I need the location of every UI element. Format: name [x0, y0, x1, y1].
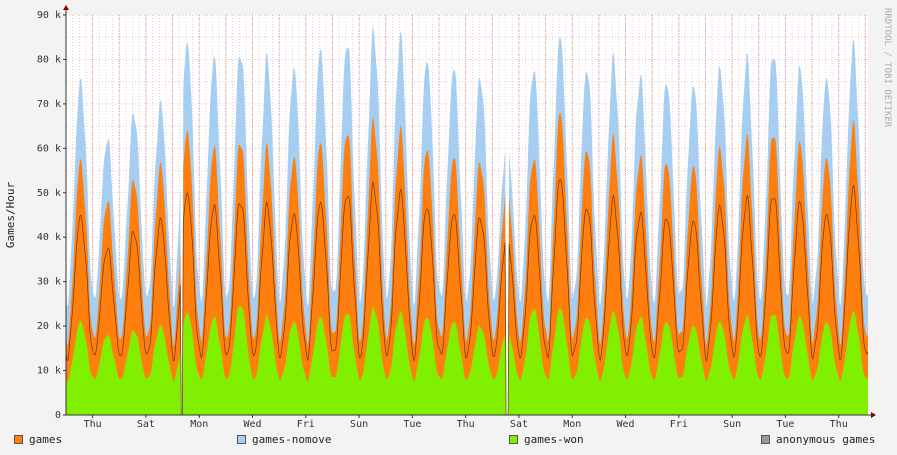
- x-tick-label: Wed: [617, 419, 635, 430]
- x-tick-labels: Thu Sat Mon Wed Fri Sun Tue Thu Sat Mon Wed Fri Sun T…: [84, 419, 848, 430]
- y-tick-label: 80 k: [37, 54, 61, 65]
- watermark: RRDTOOL / TOBI OETIKER: [882, 8, 892, 128]
- x-tick-label: Fri: [297, 419, 315, 430]
- x-tick-label: Sat: [510, 419, 528, 430]
- series-areas: [65, 26, 869, 416]
- legend-swatch: [237, 435, 246, 444]
- y-tick-label: 20 k: [37, 321, 61, 332]
- y-axis-arrow: [63, 5, 69, 10]
- x-tick-label: Tue: [776, 419, 794, 430]
- legend-item: games-won: [509, 433, 584, 446]
- legend-swatch: [14, 435, 23, 444]
- x-tick-label: Tue: [403, 419, 421, 430]
- x-tick-label: Sat: [137, 419, 155, 430]
- legend-item: anonymous games: [761, 433, 875, 446]
- x-tick-label: Sun: [723, 419, 741, 430]
- legend-label: games: [29, 433, 63, 446]
- x-tick-label: Fri: [670, 419, 688, 430]
- legend-item: games-nomove: [237, 433, 331, 446]
- x-axis-arrow: [871, 412, 876, 418]
- axes: [63, 5, 876, 418]
- major-grid: [92, 15, 866, 415]
- legend-swatch: [509, 435, 518, 444]
- y-tick-label: 70 k: [37, 99, 61, 110]
- series-games-won-area: [66, 305, 868, 415]
- y-axis-label: Games/Hour: [4, 182, 17, 249]
- x-tick-label: Thu: [830, 419, 848, 430]
- y-tick-label: 0: [55, 410, 61, 421]
- x-tick-label: Sun: [350, 419, 368, 430]
- y-tick-label: 60 k: [37, 143, 61, 154]
- y-tick-label: 40 k: [37, 232, 61, 243]
- y-tick-label: 10 k: [37, 366, 61, 377]
- x-tick-label: Mon: [190, 419, 208, 430]
- y-tick-label: 50 k: [37, 188, 61, 199]
- x-tick-label: Mon: [563, 419, 581, 430]
- x-tick-label: Wed: [243, 419, 261, 430]
- x-tick-label: Thu: [457, 419, 475, 430]
- y-tick-label: 30 k: [37, 277, 61, 288]
- legend-swatch: [761, 435, 770, 444]
- legend-label: games-won: [524, 433, 584, 446]
- legend-item: games: [14, 433, 62, 446]
- y-tick-labels: 0 10 k 20 k 30 k 40 k 50 k 60 k 70 k 80 k 90 k: [37, 10, 61, 421]
- y-tick-label: 90 k: [37, 10, 61, 21]
- legend: games games-nomove games-won anonymous game…: [0, 433, 897, 449]
- legend-label: games-nomove: [252, 433, 332, 446]
- series-anonymous-games-line: [65, 178, 869, 416]
- x-tick-label: Thu: [84, 419, 102, 430]
- legend-label: anonymous games: [776, 433, 876, 446]
